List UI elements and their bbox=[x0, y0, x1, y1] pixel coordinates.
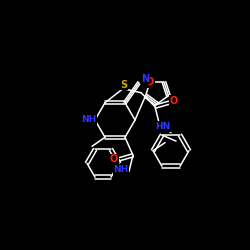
Text: S: S bbox=[120, 80, 128, 90]
Text: O: O bbox=[170, 96, 178, 106]
Text: O: O bbox=[146, 77, 154, 87]
Text: NH: NH bbox=[114, 165, 128, 174]
Text: N: N bbox=[141, 74, 149, 84]
Text: O: O bbox=[110, 154, 118, 164]
Text: NH: NH bbox=[82, 116, 96, 124]
Text: HN: HN bbox=[156, 122, 170, 131]
